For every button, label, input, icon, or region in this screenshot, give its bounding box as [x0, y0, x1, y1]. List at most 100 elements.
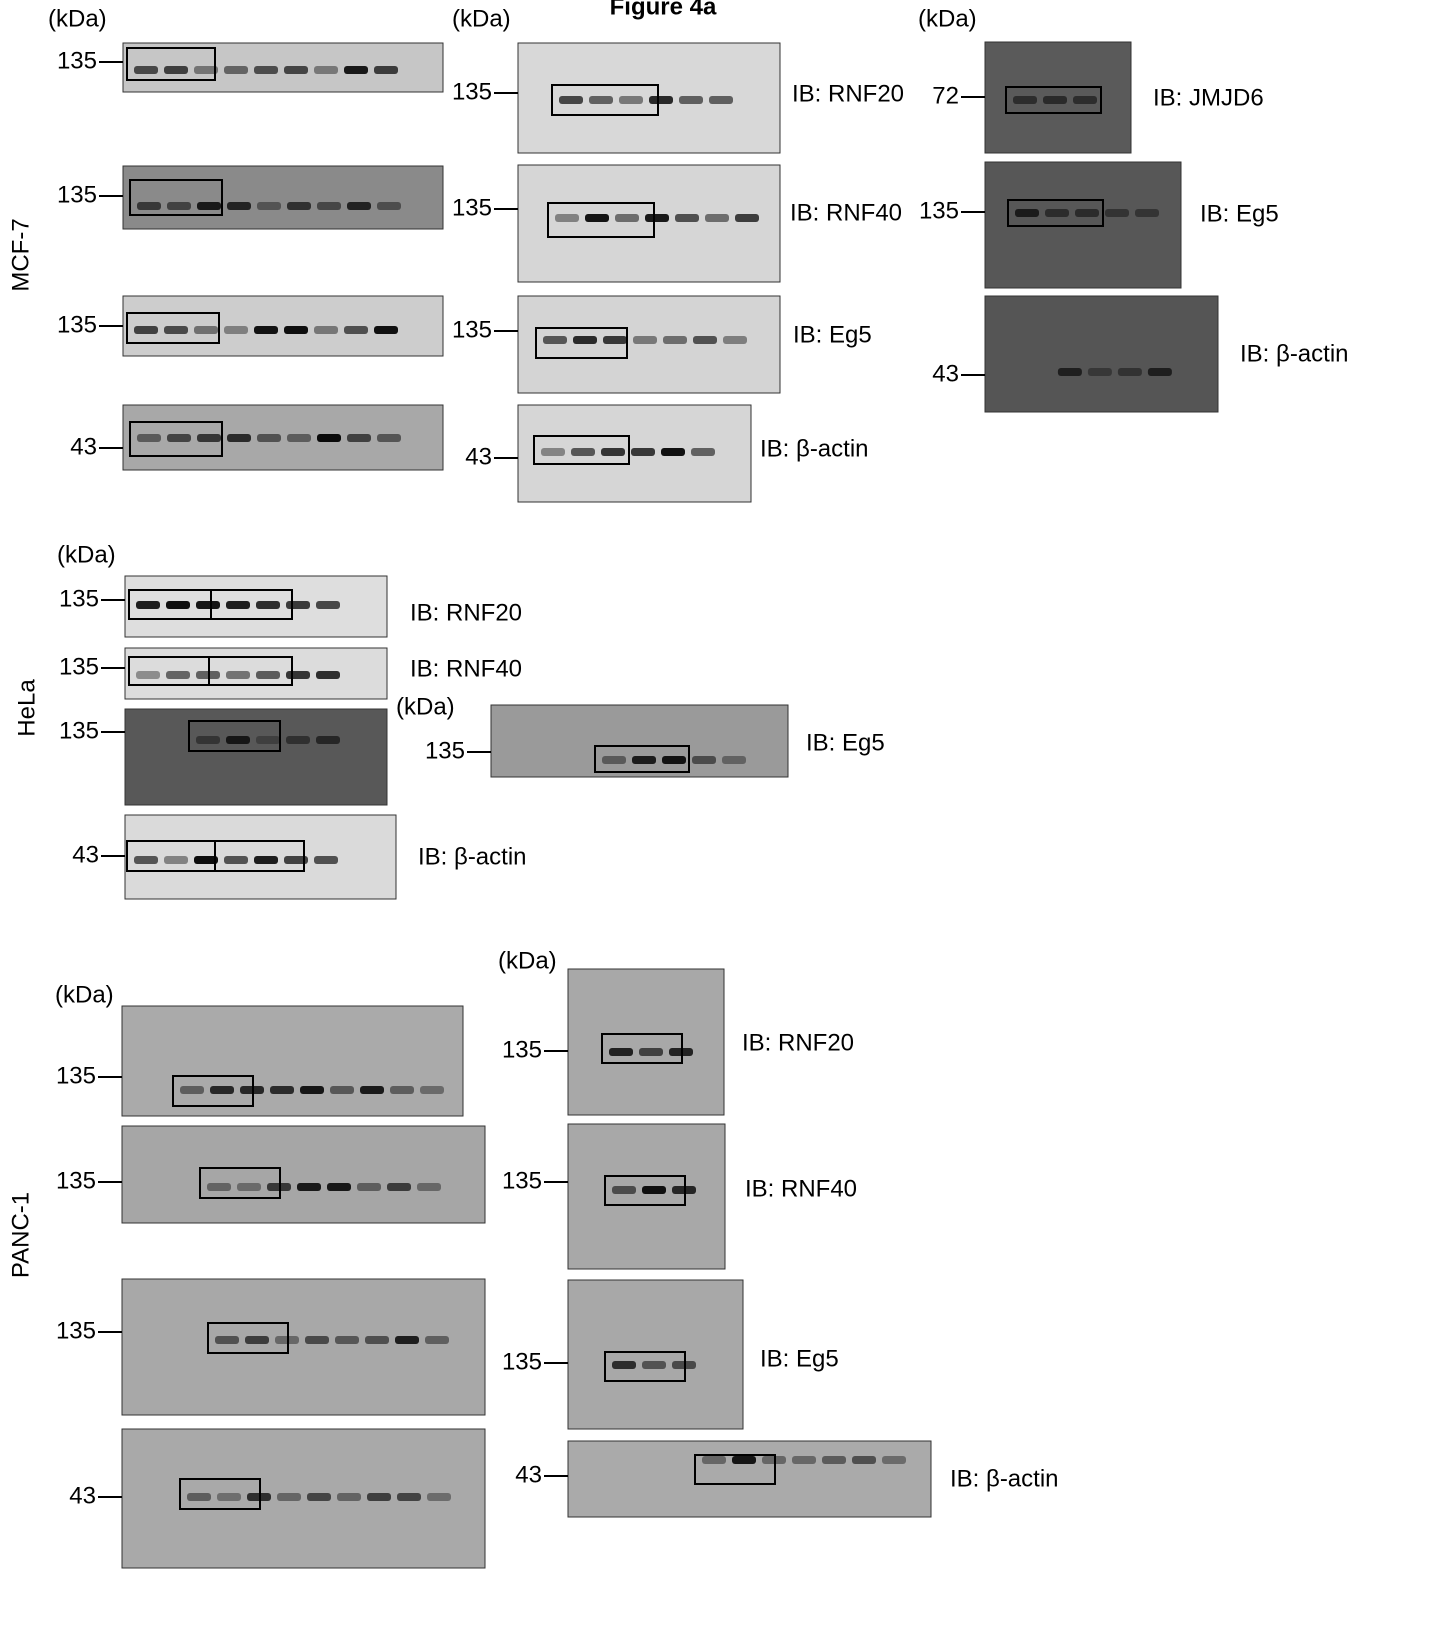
- band: [559, 96, 583, 104]
- band: [227, 434, 251, 442]
- band: [254, 66, 278, 74]
- highlight-box: [129, 421, 223, 457]
- band: [555, 214, 579, 222]
- band: [164, 326, 188, 334]
- band: [284, 856, 308, 864]
- band: [224, 66, 248, 74]
- marker-label: 43: [465, 443, 492, 470]
- band: [377, 434, 401, 442]
- band: [210, 1086, 234, 1094]
- band: [601, 448, 625, 456]
- band: [722, 756, 746, 764]
- highlight-box: [128, 656, 293, 686]
- band: [254, 326, 278, 334]
- blot: [517, 164, 781, 283]
- blot: [490, 704, 789, 778]
- band: [136, 601, 160, 609]
- band: [631, 448, 655, 456]
- band: [286, 736, 310, 744]
- blot: [124, 708, 388, 806]
- band: [226, 601, 250, 609]
- ib-label: IB: RNF20: [792, 80, 904, 107]
- marker-label: 135: [425, 737, 465, 764]
- blot: [517, 42, 781, 154]
- band: [390, 1086, 414, 1094]
- band: [136, 671, 160, 679]
- highlight-box: [126, 312, 220, 344]
- band: [347, 434, 371, 442]
- band: [224, 326, 248, 334]
- band: [679, 96, 703, 104]
- band: [166, 671, 190, 679]
- band: [357, 1183, 381, 1191]
- blot: [121, 1428, 486, 1569]
- highlight-box: [604, 1351, 686, 1382]
- band: [642, 1361, 666, 1369]
- highlight-box: [129, 179, 223, 216]
- band: [645, 214, 669, 222]
- band: [257, 434, 281, 442]
- highlight-box: [594, 745, 690, 773]
- marker-label: 43: [515, 1461, 542, 1488]
- blot: [567, 1440, 932, 1518]
- cell-line-label: PANC-1: [7, 1192, 34, 1278]
- marker-label: 72: [932, 82, 959, 109]
- band: [732, 1456, 756, 1464]
- band: [360, 1086, 384, 1094]
- band: [1075, 209, 1099, 217]
- band: [317, 202, 341, 210]
- band: [589, 96, 613, 104]
- band: [226, 736, 250, 744]
- highlight-box: [179, 1478, 261, 1510]
- marker-label: 135: [502, 1036, 542, 1063]
- marker-label: 135: [57, 181, 97, 208]
- blot: [984, 295, 1219, 413]
- highlight-box: [207, 1322, 289, 1354]
- band: [377, 202, 401, 210]
- band: [693, 336, 717, 344]
- highlight-box: [547, 202, 655, 238]
- band: [226, 671, 250, 679]
- band: [571, 448, 595, 456]
- ib-label: IB: RNF20: [410, 599, 522, 626]
- highlight-box: [604, 1175, 686, 1206]
- highlight-box: [1005, 86, 1102, 114]
- band: [224, 856, 248, 864]
- band: [337, 1493, 361, 1501]
- band: [882, 1456, 906, 1464]
- band: [316, 736, 340, 744]
- blot: [517, 295, 781, 394]
- unit-label: (kDa): [452, 5, 511, 32]
- band: [327, 1183, 351, 1191]
- ib-label: IB: JMJD6: [1153, 84, 1264, 111]
- band: [286, 601, 310, 609]
- band: [1135, 209, 1159, 217]
- band: [197, 434, 221, 442]
- highlight-box: [199, 1167, 281, 1199]
- unit-label: (kDa): [55, 981, 114, 1008]
- band: [196, 736, 220, 744]
- band: [1043, 96, 1067, 104]
- band: [314, 856, 338, 864]
- band: [307, 1493, 331, 1501]
- band: [1015, 209, 1039, 217]
- band: [705, 214, 729, 222]
- band: [167, 202, 191, 210]
- band: [633, 336, 657, 344]
- band: [639, 1048, 663, 1056]
- cell-line-label: MCF-7: [7, 218, 34, 291]
- band: [257, 202, 281, 210]
- highlight-box: [1007, 199, 1104, 227]
- band: [692, 756, 716, 764]
- band: [335, 1336, 359, 1344]
- marker-label: 135: [452, 194, 492, 221]
- band: [1117, 368, 1142, 376]
- highlight-box: [188, 720, 281, 752]
- ib-label: IB: Eg5: [806, 729, 885, 756]
- band: [194, 856, 218, 864]
- marker-label: 43: [72, 841, 99, 868]
- band: [602, 756, 626, 764]
- marker-label: 43: [70, 433, 97, 460]
- band: [217, 1493, 241, 1501]
